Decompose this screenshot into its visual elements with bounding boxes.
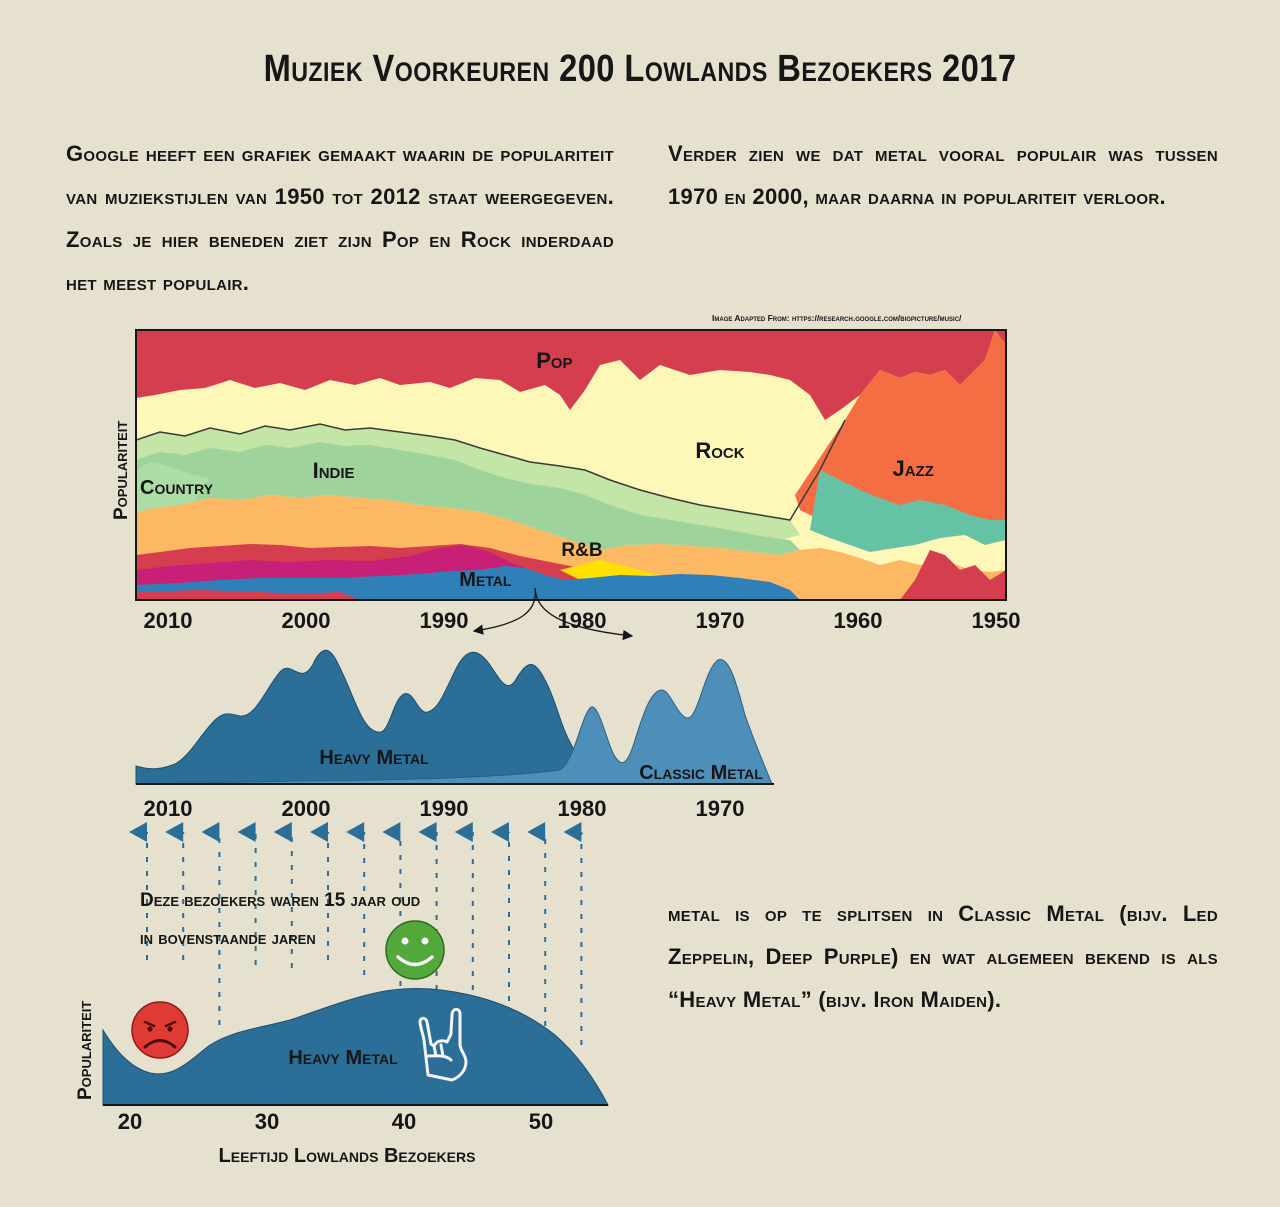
metal-x-tick-label: 2000 — [282, 796, 331, 821]
main-x-tick-label: 1980 — [558, 608, 607, 633]
age-chart — [102, 987, 609, 1106]
genre-label-country: Country — [140, 477, 214, 499]
heavy-metal-label: Heavy Metal — [319, 747, 429, 769]
country-area — [136, 462, 210, 516]
main-y-axis-label: Populariteit — [111, 421, 132, 520]
genre-label-pop: Pop — [536, 348, 572, 373]
metal-split-chart — [135, 649, 774, 785]
happy-face-icon — [385, 920, 445, 980]
age-x-tick-label: 20 — [118, 1109, 142, 1134]
heavy-metal-area — [135, 649, 591, 785]
metal-x-tick-label: 1990 — [420, 796, 469, 821]
image-credit: Image Adapted From: https://research.goo… — [712, 313, 962, 323]
sad-face-icon — [131, 1001, 189, 1059]
main-x-tick-label: 2010 — [144, 608, 193, 633]
metal-area — [136, 566, 800, 600]
split-arrow-left — [472, 587, 536, 635]
note-line-2: in bovenstaande jaren — [140, 928, 316, 949]
metal-x-tick-label: 1980 — [558, 796, 607, 821]
jazz-low-band — [900, 550, 1006, 600]
metal-x-tick-label: 2010 — [144, 796, 193, 821]
split-arrow-right — [534, 587, 634, 641]
main-chart-frame — [135, 329, 1007, 601]
rock-outline — [136, 419, 846, 521]
age-x-ticks: 20 30 40 50 — [118, 1109, 553, 1134]
age-y-axis-label: Populariteit — [75, 1001, 96, 1100]
genre-label-rb: R&B — [561, 540, 602, 561]
main-x-tick-label: 1990 — [420, 608, 469, 633]
age-x-axis-label: Leeftijd Lowlands Bezoekers — [219, 1145, 476, 1167]
age-x-tick-label: 50 — [529, 1109, 553, 1134]
main-x-tick-label: 1970 — [696, 608, 745, 633]
metal-split-paragraph: metal is op te splitsen in Classic Metal… — [668, 901, 1218, 1012]
metal-trend-paragraph: Verder zien we dat metal vooral populair… — [668, 141, 1218, 209]
genre-label-indie: Indie — [313, 458, 355, 483]
metal-red-base — [136, 590, 360, 600]
classic-metal-area — [135, 659, 773, 785]
age-x-tick-label: 40 — [392, 1109, 416, 1134]
genre-labels: Pop Rock Jazz Country Indie R&B Metal — [140, 348, 934, 591]
metal-x-tick-label: 1970 — [696, 796, 745, 821]
main-stream-chart — [136, 330, 1006, 600]
age-x-tick-label: 30 — [255, 1109, 279, 1134]
genre-label-rock: Rock — [695, 438, 744, 463]
main-x-tick-label: 1950 — [972, 608, 1021, 633]
rock-horns-hand-icon — [418, 1007, 468, 1082]
main-x-tick-label: 2000 — [282, 608, 331, 633]
age-heavy-metal-label: Heavy Metal — [288, 1047, 398, 1069]
teal-band — [810, 470, 1006, 552]
genre-label-jazz: Jazz — [892, 456, 933, 481]
main-x-ticks: 2010 2000 1990 1980 1970 1960 1950 — [144, 608, 1021, 633]
main-x-tick-label: 1960 — [834, 608, 883, 633]
age-heavy-metal-area — [102, 987, 609, 1106]
metal-x-ticks: 2010 2000 1990 1980 1970 — [144, 796, 745, 821]
page-title: Muziek Voorkeuren 200 Lowlands Bezoekers… — [263, 48, 1017, 90]
jazz-area — [795, 330, 1006, 525]
classic-metal-label: Classic Metal — [639, 762, 763, 784]
note-line-1: Deze bezoekers waren 15 jaar oud — [140, 890, 420, 911]
intro-paragraph: Google heeft een grafiek gemaakt waarin … — [66, 141, 614, 295]
indie-area — [136, 442, 800, 555]
genre-label-metal: Metal — [459, 569, 512, 591]
pop-area — [136, 330, 1006, 420]
